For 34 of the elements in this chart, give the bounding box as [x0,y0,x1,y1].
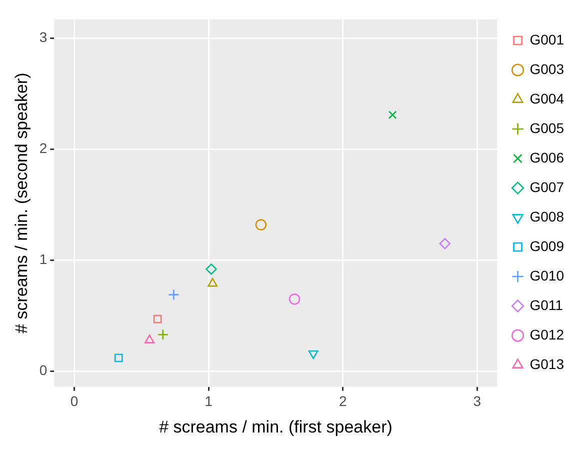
point [255,219,267,230]
legend-label: G003 [530,60,564,77]
legend-label: G006 [530,149,564,166]
point [168,289,180,300]
y-tick-label: 2 [39,140,48,156]
y-tick-label: 1 [39,251,48,268]
x-tick-label: 1 [204,393,213,410]
legend-label: G010 [530,267,564,284]
point [208,278,218,287]
legend-label: G011 [530,296,564,313]
y-axis-title: # screams / min. (second speaker) [12,72,31,334]
point [157,328,169,340]
x-tick-label: 3 [473,393,482,410]
legend-label: G001 [530,31,564,48]
legend-label: G012 [530,326,564,342]
legend-label: G004 [530,90,564,106]
point [388,110,397,120]
legend-label: G008 [530,208,564,224]
point [153,314,162,324]
legend-label: G005 [530,120,564,136]
y-tick-label: 0 [39,362,48,378]
legend-label: G009 [530,238,564,254]
point [206,263,217,275]
point [439,238,451,250]
y-tick-label: 3 [39,29,48,46]
point [288,293,300,305]
point [114,354,123,362]
point [144,334,154,344]
point [308,350,318,360]
x-tick-label: 0 [70,393,78,410]
x-tick-label: 2 [338,393,347,410]
legend-label: G007 [530,178,564,195]
legend-label: G013 [530,356,564,372]
x-axis-title: # screams / min. (first speaker) [159,417,392,436]
